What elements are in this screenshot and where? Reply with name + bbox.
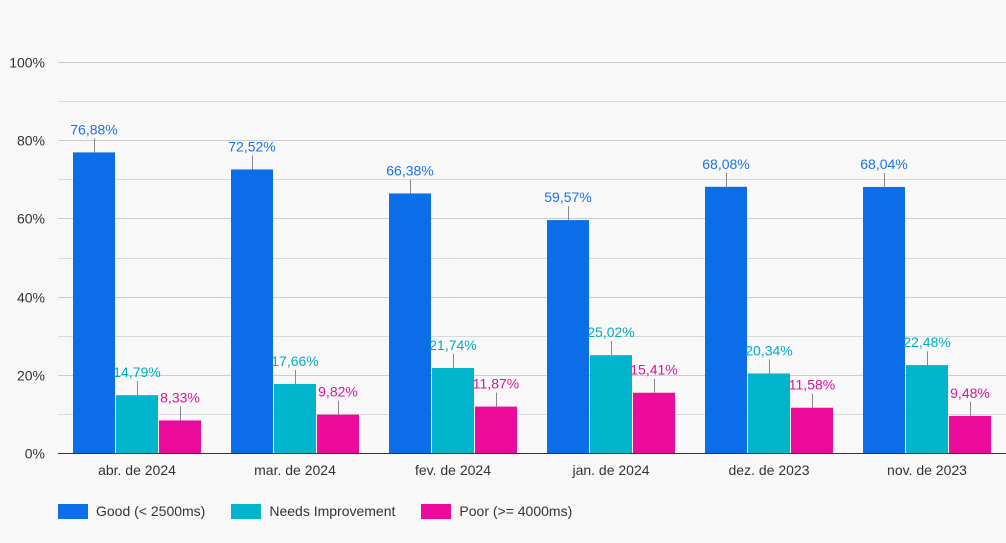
legend-label-poor: Poor (>= 4000ms) — [459, 503, 573, 519]
x-tick-label: jan. de 2024 — [571, 462, 649, 478]
data-label: 11,87% — [473, 376, 519, 392]
bar — [317, 414, 359, 453]
bar — [159, 420, 201, 453]
bar — [949, 415, 991, 453]
data-label: 59,57% — [544, 189, 591, 205]
bar — [705, 186, 747, 454]
data-label: 66,38% — [386, 162, 433, 178]
data-label: 15,41% — [630, 362, 677, 378]
legend-swatch-needs-improvement — [231, 503, 262, 519]
x-tick-label: nov. de 2023 — [887, 462, 967, 478]
bar — [274, 383, 316, 453]
bar — [748, 373, 790, 453]
x-tick-label: fev. de 2024 — [415, 462, 491, 478]
bar — [231, 169, 273, 454]
data-label: 21,74% — [429, 337, 476, 353]
grid-lines — [58, 62, 1006, 415]
y-tick-label: 20% — [17, 368, 45, 384]
bar — [389, 193, 431, 453]
y-tick-label: 80% — [17, 133, 45, 149]
data-label: 11,58% — [789, 377, 835, 393]
data-label: 9,82% — [318, 384, 358, 400]
x-axis: abr. de 2024 mar. de 2024 fev. de 2024 jan.… — [58, 453, 1006, 478]
bar-chart: 0% 20% 40% 60% 80% 100% 76,88% 14,79%8,33% 72,5… — [9, 55, 1006, 478]
y-tick-label: 40% — [17, 290, 45, 306]
x-tick-label: abr. de 2024 — [98, 462, 176, 478]
bar — [432, 367, 474, 453]
legend-item-poor[interactable]: Poor (>= 4000ms) — [421, 503, 572, 519]
bar — [475, 406, 517, 453]
data-labels: 76,88% 14,79%8,33% 72,52% 17,66%9,82% 66,38%… — [70, 121, 990, 421]
data-label: 25,02% — [587, 324, 634, 340]
y-tick-label: 0% — [25, 446, 45, 462]
data-label: 9,48% — [950, 385, 990, 401]
data-label: 8,33% — [160, 389, 200, 405]
legend-swatch-poor — [421, 503, 452, 519]
y-axis: 0% 20% 40% 60% 80% 100% — [9, 55, 45, 462]
legend: Good (< 2500ms) Needs Improvement Poor (… — [58, 503, 572, 519]
data-label: 20,34% — [745, 342, 792, 358]
data-label: 68,08% — [702, 156, 749, 172]
data-label: 17,66% — [271, 353, 318, 369]
bar — [906, 365, 948, 453]
legend-label-good: Good (< 2500ms) — [96, 503, 206, 519]
legend-item-good[interactable]: Good (< 2500ms) — [58, 503, 205, 519]
bar — [590, 355, 632, 453]
bars — [73, 152, 991, 454]
y-tick-label: 100% — [9, 55, 45, 71]
data-label: 14,79% — [113, 364, 160, 380]
bar — [863, 186, 905, 453]
data-label: 68,04% — [860, 156, 907, 172]
legend-swatch-good — [58, 503, 88, 519]
legend-label-needs-improvement: Needs Improvement — [269, 503, 396, 519]
y-tick-label: 60% — [17, 211, 45, 227]
data-label: 22,48% — [903, 334, 950, 350]
legend-item-needs-improvement[interactable]: Needs Improvement — [231, 503, 395, 519]
x-tick-label: dez. de 2023 — [729, 462, 810, 478]
data-label: 72,52% — [228, 138, 275, 154]
bar — [633, 392, 675, 453]
bar — [116, 395, 158, 453]
bar — [73, 152, 115, 453]
bar — [547, 220, 589, 453]
x-tick-label: mar. de 2024 — [254, 462, 336, 478]
bar — [791, 407, 833, 453]
data-label: 76,88% — [70, 121, 117, 137]
